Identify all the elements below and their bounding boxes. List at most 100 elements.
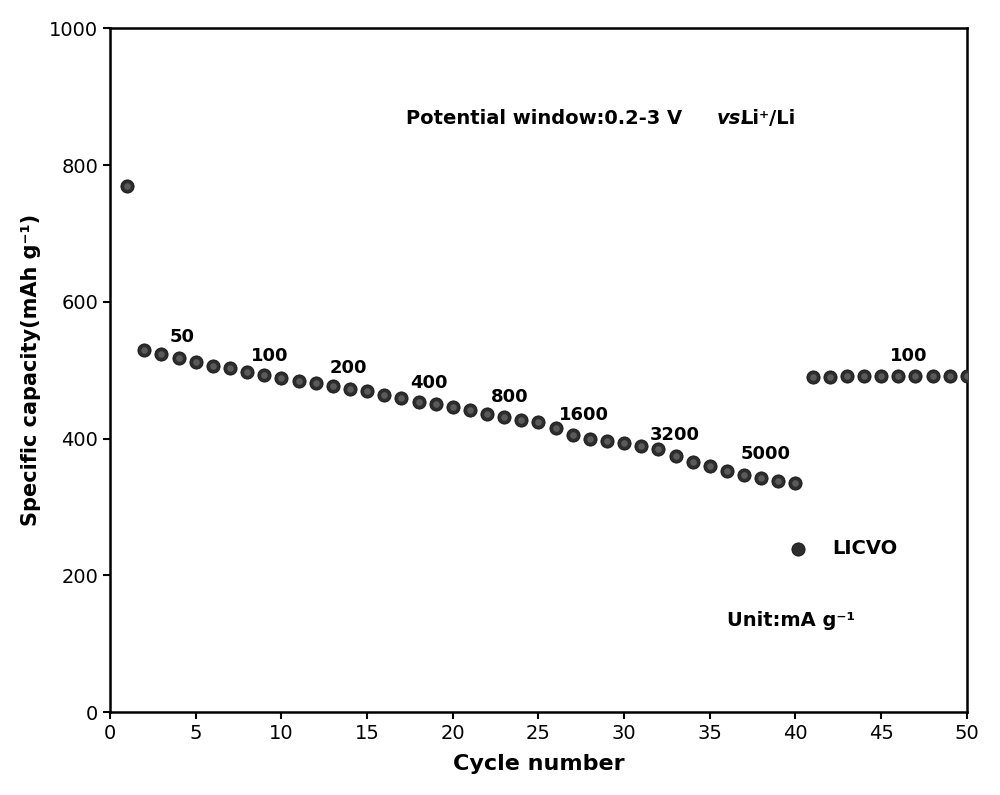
Point: [925, 370, 941, 383]
Point: [445, 401, 461, 413]
Point: [188, 355, 204, 368]
Point: [496, 410, 512, 423]
Point: [222, 362, 238, 374]
Point: [119, 180, 135, 192]
Point: [719, 464, 735, 477]
Point: [582, 432, 598, 445]
Point: [342, 382, 358, 395]
Point: [599, 434, 615, 447]
Point: [445, 401, 461, 413]
Point: [856, 370, 872, 382]
Point: [633, 439, 649, 452]
Point: [291, 374, 307, 387]
Point: [925, 370, 941, 383]
Text: 100: 100: [890, 347, 927, 365]
Point: [325, 380, 341, 393]
Text: 3200: 3200: [650, 426, 700, 444]
Point: [308, 377, 324, 390]
Point: [942, 370, 958, 382]
Point: [376, 389, 392, 401]
Text: 50: 50: [170, 328, 195, 347]
Point: [942, 370, 958, 382]
Point: [907, 370, 923, 382]
Point: [719, 464, 735, 477]
Text: 200: 200: [329, 359, 367, 377]
Point: [822, 370, 838, 383]
Point: [291, 374, 307, 387]
Text: 1600: 1600: [559, 405, 609, 424]
Point: [205, 359, 221, 372]
Point: [685, 456, 701, 468]
Text: 100: 100: [251, 347, 288, 365]
Point: [256, 369, 272, 382]
Point: [839, 370, 855, 383]
Point: [599, 434, 615, 447]
Point: [668, 450, 684, 463]
Point: [805, 370, 821, 383]
Point: [239, 365, 255, 378]
Text: vs.: vs.: [717, 108, 748, 127]
Point: [736, 468, 752, 481]
Point: [770, 475, 786, 487]
Point: [171, 351, 187, 364]
Point: [822, 370, 838, 383]
Point: [787, 477, 803, 490]
Text: Li⁺/Li: Li⁺/Li: [741, 108, 796, 127]
Point: [462, 404, 478, 417]
Point: [890, 370, 906, 383]
Text: Potential window:0.2-3 V: Potential window:0.2-3 V: [406, 108, 689, 127]
Point: [702, 460, 718, 472]
Point: [839, 370, 855, 383]
Point: [222, 362, 238, 374]
Text: Unit:mA g⁻¹: Unit:mA g⁻¹: [727, 611, 855, 630]
Point: [479, 408, 495, 421]
Point: [513, 413, 529, 426]
Point: [650, 443, 666, 456]
Point: [770, 475, 786, 487]
Point: [650, 443, 666, 456]
Point: [462, 404, 478, 417]
X-axis label: Cycle number: Cycle number: [453, 754, 624, 774]
Point: [411, 395, 427, 408]
Point: [205, 359, 221, 372]
Point: [873, 370, 889, 383]
Point: [496, 410, 512, 423]
Point: [668, 450, 684, 463]
Point: [959, 370, 975, 383]
Y-axis label: Specific capacity(mAh g⁻¹): Specific capacity(mAh g⁻¹): [21, 214, 41, 526]
Point: [239, 365, 255, 378]
Point: [565, 429, 581, 441]
Point: [171, 351, 187, 364]
Point: [359, 385, 375, 398]
Point: [907, 370, 923, 382]
Point: [153, 347, 169, 360]
Text: 5000: 5000: [741, 444, 791, 463]
Point: [513, 413, 529, 426]
Point: [685, 456, 701, 468]
Point: [308, 377, 324, 390]
Point: [393, 392, 409, 405]
Point: [119, 180, 135, 192]
Text: 800: 800: [490, 388, 528, 406]
Point: [428, 398, 444, 411]
Point: [411, 395, 427, 408]
Point: [959, 370, 975, 383]
Point: [616, 436, 632, 449]
Point: [805, 370, 821, 383]
Text: 400: 400: [410, 374, 447, 392]
Point: [428, 398, 444, 411]
Legend: LICVO: LICVO: [770, 531, 906, 566]
Point: [325, 380, 341, 393]
Point: [787, 477, 803, 490]
Point: [359, 385, 375, 398]
Point: [136, 343, 152, 356]
Point: [479, 408, 495, 421]
Point: [188, 355, 204, 368]
Point: [273, 371, 289, 384]
Point: [633, 439, 649, 452]
Point: [393, 392, 409, 405]
Point: [753, 472, 769, 485]
Point: [273, 371, 289, 384]
Point: [530, 415, 546, 428]
Point: [548, 422, 564, 435]
